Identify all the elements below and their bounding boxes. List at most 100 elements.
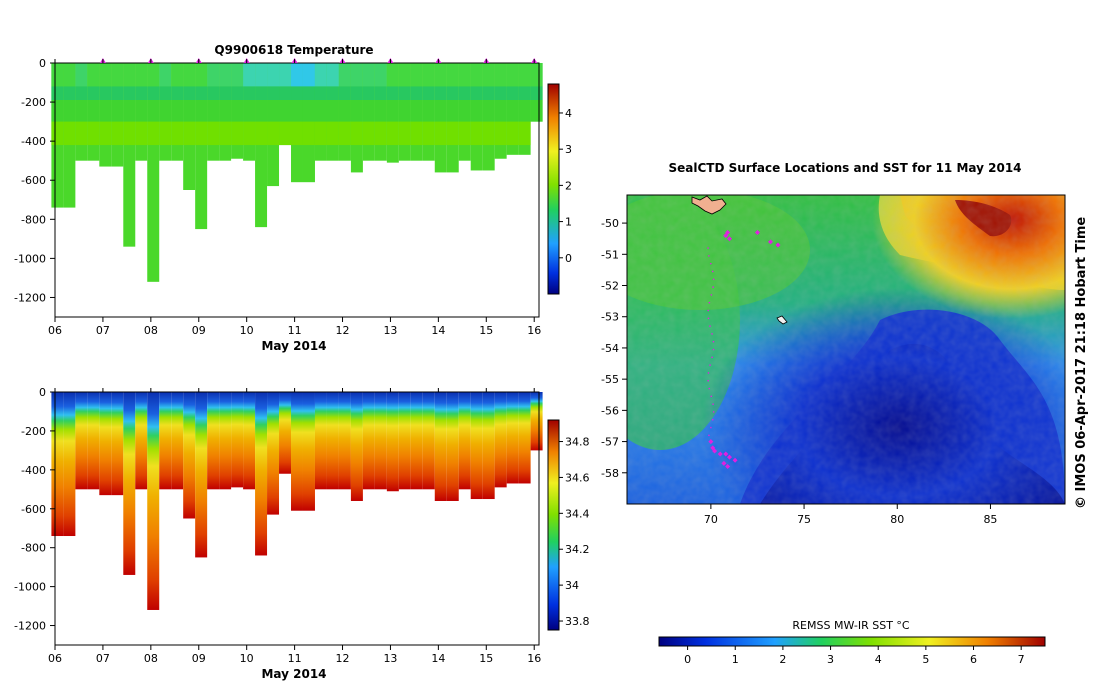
x-tick-label: 10 [240,652,254,665]
sst-colorbar-tick-label: 1 [732,653,739,666]
x-tick-label: 09 [192,324,206,337]
temperature-thermocline [458,86,471,101]
x-tick-label: 16 [527,652,541,665]
seal-track-dot [708,434,710,437]
temperature-mid-layer [51,100,64,122]
temperature-surface-layer [302,63,315,87]
x-tick-label: 07 [96,652,110,665]
temperature-profile-bar [123,63,136,247]
temperature-mid-layer [398,100,411,122]
salinity-profile-bar [410,392,423,490]
temperature-thermocline [326,86,339,101]
temperature-mid-layer [314,100,327,122]
x-tick-label: 11 [288,324,302,337]
temperature-mid-layer [302,100,315,122]
salinity-profile-bar [398,392,411,490]
temperature-deep-layer [147,121,160,146]
seal-track-dot [709,325,711,327]
salinity-xlabel: May 2014 [261,667,326,681]
temperature-mid-layer [518,100,531,122]
temperature-mid-layer [350,100,363,122]
temperature-mid-layer [458,100,471,122]
lat-tick-label: -58 [601,467,619,480]
sst-map-panel: SealCTD Surface Locations and SST for 11… [601,161,1066,666]
y-tick-label: -800 [21,542,46,555]
temperature-deep-layer [183,121,196,146]
temperature-thermocline [314,86,327,101]
temperature-mid-layer [410,100,423,122]
temperature-deep-layer [434,121,447,146]
y-tick-label: 0 [39,386,46,399]
salinity-profile-bar [243,392,256,490]
temperature-thermocline [482,86,495,101]
lat-tick-label: -54 [601,342,619,355]
temperature-x-axis: 06 07 08 09 10 11 12 13 14 15 16 [48,59,541,337]
salinity-profile-bar [99,392,112,496]
temperature-y-axis: 0 -200 -400 -600 -800 -1000 -1200 [14,57,55,304]
colorbar-tick-label: 34.2 [565,543,590,556]
y-tick-label: -1000 [14,252,46,265]
temperature-deep-layer [506,121,519,146]
x-tick-label: 06 [48,324,62,337]
x-tick-label: 06 [48,652,62,665]
temperature-deep-layer [195,121,208,146]
temperature-surface-layer [374,63,387,87]
temperature-deep-layer [494,121,507,146]
temperature-mid-layer [446,100,459,122]
temperature-thermocline [338,86,351,101]
seal-track-dot [708,301,711,304]
temperature-surface-layer [470,63,483,87]
temperature-surface-layer [350,63,363,87]
temperature-xlabel: May 2014 [261,339,326,353]
salinity-profile-bar [338,392,351,490]
lat-tick-label: -57 [601,436,619,449]
temperature-mid-layer [470,100,483,122]
sst-map-title: SealCTD Surface Locations and SST for 11… [668,161,1021,175]
temperature-deep-layer [482,121,495,146]
imos-timestamp: © IMOS 06-Apr-2017 21:18 Hobart Time [1074,217,1089,509]
temperature-mid-layer [195,100,208,122]
x-tick-label: 08 [144,324,158,337]
salinity-panel: 0 -200 -400 -600 -800 -1000 -1200 06 07 08 09 10 11… [14,386,589,681]
salinity-profile-bar [231,392,244,488]
temperature-surface-layer [530,63,543,87]
sst-colorbar-tick-label: 3 [827,653,834,666]
colorbar-tick-label: 2 [565,179,572,192]
x-tick-label: 14 [431,324,445,337]
salinity-profile-bar [159,392,172,490]
temperature-thermocline [219,86,232,101]
temperature-deep-layer [338,121,351,146]
temperature-deep-layer [302,121,315,146]
y-tick-label: -600 [21,174,46,187]
seal-location-marker [708,439,714,445]
lat-tick-label: -51 [601,248,619,261]
y-tick-label: -1000 [14,581,46,594]
temperature-deep-layer [350,121,363,146]
temperature-mid-layer [111,100,124,122]
salinity-profile-bar [314,392,327,490]
colorbar-tick-label: 3 [565,143,572,156]
temperature-mid-layer [171,100,184,122]
salinity-profile-bar [326,392,339,490]
sst-field [627,195,1065,504]
salinity-profile-bar [51,392,64,537]
temperature-surface-layer [518,63,531,87]
y-tick-label: -800 [21,213,46,226]
sst-colorbar [658,636,1046,647]
temperature-deep-layer [314,121,327,146]
temperature-thermocline [195,86,208,101]
salinity-profile-bar [518,392,531,484]
salinity-profile-bar [255,392,268,556]
temperature-thermocline [506,86,519,101]
temperature-mid-layer [530,100,543,122]
temperature-thermocline [111,86,124,101]
sst-colorbar-tick-label: 4 [875,653,882,666]
salinity-profile-bar [302,392,315,511]
seal-track-dot [707,309,709,312]
y-tick-label: -200 [21,96,46,109]
temperature-thermocline [231,86,244,101]
temperature-mid-layer [482,100,495,122]
temperature-surface-layer [183,63,196,87]
temperature-mid-layer [135,100,148,122]
temperature-colorbar-ticks: 0 1 2 3 4 [559,107,572,265]
